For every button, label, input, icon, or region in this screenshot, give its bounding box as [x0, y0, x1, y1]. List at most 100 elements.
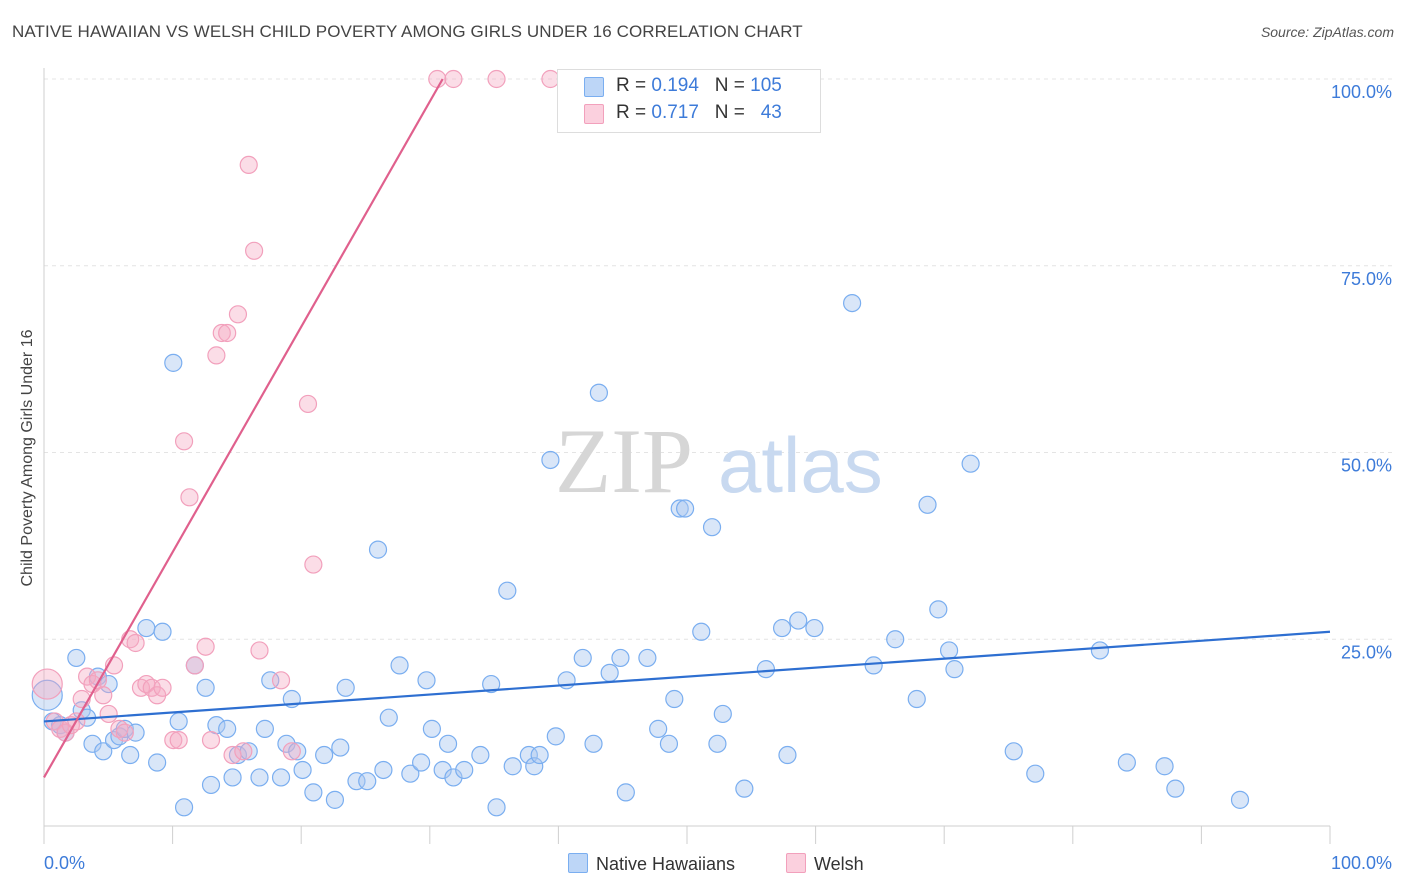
legend-n-value: 43 [760, 102, 782, 123]
point-native-hawaiians [261, 671, 280, 690]
point-native-hawaiians [503, 757, 522, 776]
point-welsh [164, 730, 183, 750]
point-native-hawaiians [929, 600, 948, 619]
legend-n-label: N = [714, 75, 745, 96]
point-native-hawaiians [471, 745, 490, 765]
point-welsh [201, 730, 221, 750]
point-native-hawaiians [702, 518, 722, 537]
trend-line-native-hawaiians [43, 630, 1331, 723]
point-welsh [250, 641, 269, 660]
y-tick-label: 50.0% [1341, 456, 1392, 476]
point-welsh [271, 671, 291, 690]
point-welsh [239, 155, 258, 175]
point-native-hawaiians [918, 495, 937, 514]
legend-r-label: R = [616, 102, 647, 123]
point-native-hawaiians [589, 383, 609, 402]
point-native-hawaiians [422, 719, 441, 738]
point-native-hawaiians [331, 738, 350, 757]
point-native-hawaiians [153, 622, 172, 641]
legend-r-value: 0.194 [651, 75, 699, 96]
point-native-hawaiians [148, 753, 167, 772]
x-tick-label: 100.0% [1331, 853, 1392, 873]
point-native-hawaiians [444, 768, 463, 787]
point-native-hawaiians [31, 679, 63, 711]
point-welsh [174, 432, 194, 451]
point-native-hawaiians [99, 674, 118, 694]
axes [43, 68, 1331, 844]
point-native-hawaiians [201, 775, 221, 795]
point-welsh [153, 678, 172, 697]
point-native-hawaiians [482, 674, 501, 694]
point-native-hawaiians [250, 768, 269, 787]
point-native-hawaiians [789, 611, 808, 630]
point-native-hawaiians [735, 779, 754, 798]
point-native-hawaiians [67, 648, 86, 668]
point-welsh [234, 742, 253, 761]
point-native-hawaiians [379, 708, 398, 727]
legend-r-value: 0.717 [651, 102, 699, 123]
point-native-hawaiians [541, 450, 560, 470]
point-native-hawaiians [288, 742, 307, 761]
point-native-hawaiians [137, 618, 156, 638]
point-welsh [207, 346, 226, 365]
point-welsh [212, 323, 231, 343]
point-native-hawaiians [665, 689, 684, 709]
point-welsh [223, 745, 242, 765]
point-native-hawaiians [772, 618, 792, 638]
point-welsh [487, 69, 506, 89]
point-native-hawaiians [1155, 757, 1174, 776]
point-native-hawaiians [412, 753, 431, 772]
point-native-hawaiians [945, 660, 964, 679]
point-welsh [228, 305, 248, 324]
legend-n-value: 105 [750, 75, 782, 96]
point-native-hawaiians [121, 745, 140, 765]
point-native-hawaiians [1090, 641, 1110, 660]
point-native-hawaiians [939, 641, 959, 660]
point-native-hawaiians [304, 783, 323, 802]
point-native-hawaiians [255, 719, 274, 738]
point-native-hawaiians [616, 783, 635, 802]
bottom-legend-swatch-blue [568, 853, 588, 873]
point-welsh [99, 704, 118, 724]
point-native-hawaiians [675, 499, 695, 518]
point-native-hawaiians [649, 719, 668, 738]
watermark: ZIP atlas [555, 410, 883, 512]
point-native-hawaiians [530, 745, 549, 765]
point-welsh [169, 730, 188, 750]
point-native-hawaiians [390, 656, 409, 675]
point-native-hawaiians [756, 660, 776, 679]
point-native-hawaiians [961, 454, 980, 473]
point-native-hawaiians [805, 618, 824, 638]
point-native-hawaiians [94, 742, 113, 761]
bottom-legend-label: Welsh [814, 854, 864, 874]
point-native-hawaiians [218, 719, 237, 738]
legend-swatch-blue [584, 77, 604, 97]
point-welsh [428, 69, 447, 89]
point-native-hawaiians [1117, 753, 1136, 772]
tick-labels: 25.0% 50.0% 75.0% 100.0% 0.0% 100.0% [44, 82, 1392, 873]
chart-title: NATIVE HAWAIIAN VS WELSH CHILD POVERTY A… [12, 22, 803, 41]
point-native-hawaiians [164, 353, 183, 372]
y-tick-label: 100.0% [1331, 82, 1392, 102]
point-native-hawaiians [196, 678, 215, 697]
point-welsh [31, 668, 63, 700]
point-native-hawaiians [347, 772, 366, 791]
point-native-hawaiians [293, 760, 312, 780]
point-native-hawaiians [417, 671, 436, 690]
legend-r-label: R = [616, 75, 647, 96]
legend-n-label: N = [714, 102, 745, 123]
point-native-hawaiians [455, 760, 474, 780]
point-native-hawaiians [438, 734, 458, 753]
point-native-hawaiians [401, 764, 420, 783]
point-native-hawaiians [519, 745, 538, 765]
trend-line-welsh [43, 78, 444, 778]
point-welsh [298, 394, 318, 414]
watermark-atlas: atlas [718, 421, 883, 509]
correlation-legend: R = 0.194 N = 105 R = 0.717 N = 43 [557, 69, 821, 133]
point-native-hawaiians [1026, 764, 1045, 783]
point-welsh [444, 69, 463, 89]
chart-source: Source: ZipAtlas.com [1260, 24, 1394, 40]
point-welsh [185, 656, 204, 675]
point-welsh [282, 742, 301, 761]
point-native-hawaiians [659, 734, 679, 753]
